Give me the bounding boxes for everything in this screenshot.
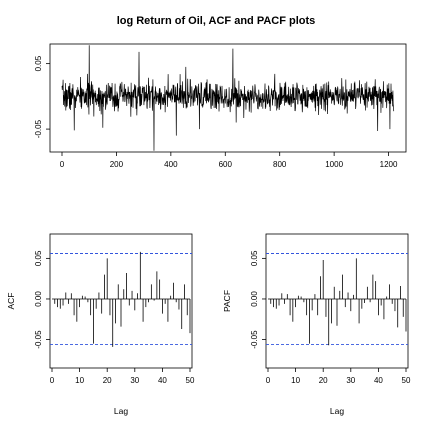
x-tick-label: 40 bbox=[374, 376, 383, 385]
x-tick-label: 10 bbox=[75, 376, 84, 385]
x-axis-label: Lag bbox=[114, 406, 128, 416]
x-tick-label: 10 bbox=[291, 376, 300, 385]
x-tick-label: 0 bbox=[266, 376, 271, 385]
acf-panel: 0 10 20 30 40 50 -0.05 0.00 0.05 Lag ACF bbox=[6, 233, 195, 416]
x-tick-label: 400 bbox=[164, 160, 178, 169]
x-tick-label: 40 bbox=[158, 376, 167, 385]
y-tick-label: -0.05 bbox=[250, 330, 259, 349]
x-tick-label: 20 bbox=[319, 376, 328, 385]
x-tick-label: 200 bbox=[110, 160, 124, 169]
y-tick-label: -0.05 bbox=[34, 330, 43, 349]
x-tick-label: 1000 bbox=[325, 160, 343, 169]
plot-frame bbox=[265, 233, 409, 369]
x-tick-label: 1200 bbox=[380, 160, 398, 169]
log-return-line bbox=[61, 45, 395, 151]
x-tick-label: 20 bbox=[103, 376, 112, 385]
x-axis-label: Lag bbox=[330, 406, 344, 416]
y-axis-label: PACF bbox=[222, 290, 232, 312]
x-tick-label: 0 bbox=[60, 160, 65, 169]
pacf-panel: 0 10 20 30 40 50 -0.05 0.00 0.05 Lag PACF bbox=[222, 233, 411, 416]
y-tick-label: 0.05 bbox=[34, 250, 43, 266]
x-tick-label: 30 bbox=[130, 376, 139, 385]
x-tick-label: 30 bbox=[346, 376, 355, 385]
plot-frame bbox=[49, 43, 407, 153]
y-tick-label: -0.05 bbox=[34, 119, 43, 138]
x-tick-label: 0 bbox=[50, 376, 55, 385]
y-tick-label: 0.00 bbox=[34, 291, 43, 307]
x-tick-label: 800 bbox=[273, 160, 287, 169]
x-tick-label: 50 bbox=[402, 376, 411, 385]
y-axis-label: ACF bbox=[6, 293, 16, 310]
x-tick-label: 50 bbox=[186, 376, 195, 385]
x-tick-label: 600 bbox=[219, 160, 233, 169]
chart-title: log Return of Oil, ACF and PACF plots bbox=[117, 15, 316, 27]
y-tick-label: 0.00 bbox=[250, 291, 259, 307]
plot-frame bbox=[49, 233, 193, 369]
y-tick-label: 0.05 bbox=[34, 55, 43, 71]
y-tick-label: 0.05 bbox=[250, 250, 259, 266]
log-return-panel: 0 200 400 600 800 1000 1200 -0.05 0.05 bbox=[34, 43, 407, 169]
